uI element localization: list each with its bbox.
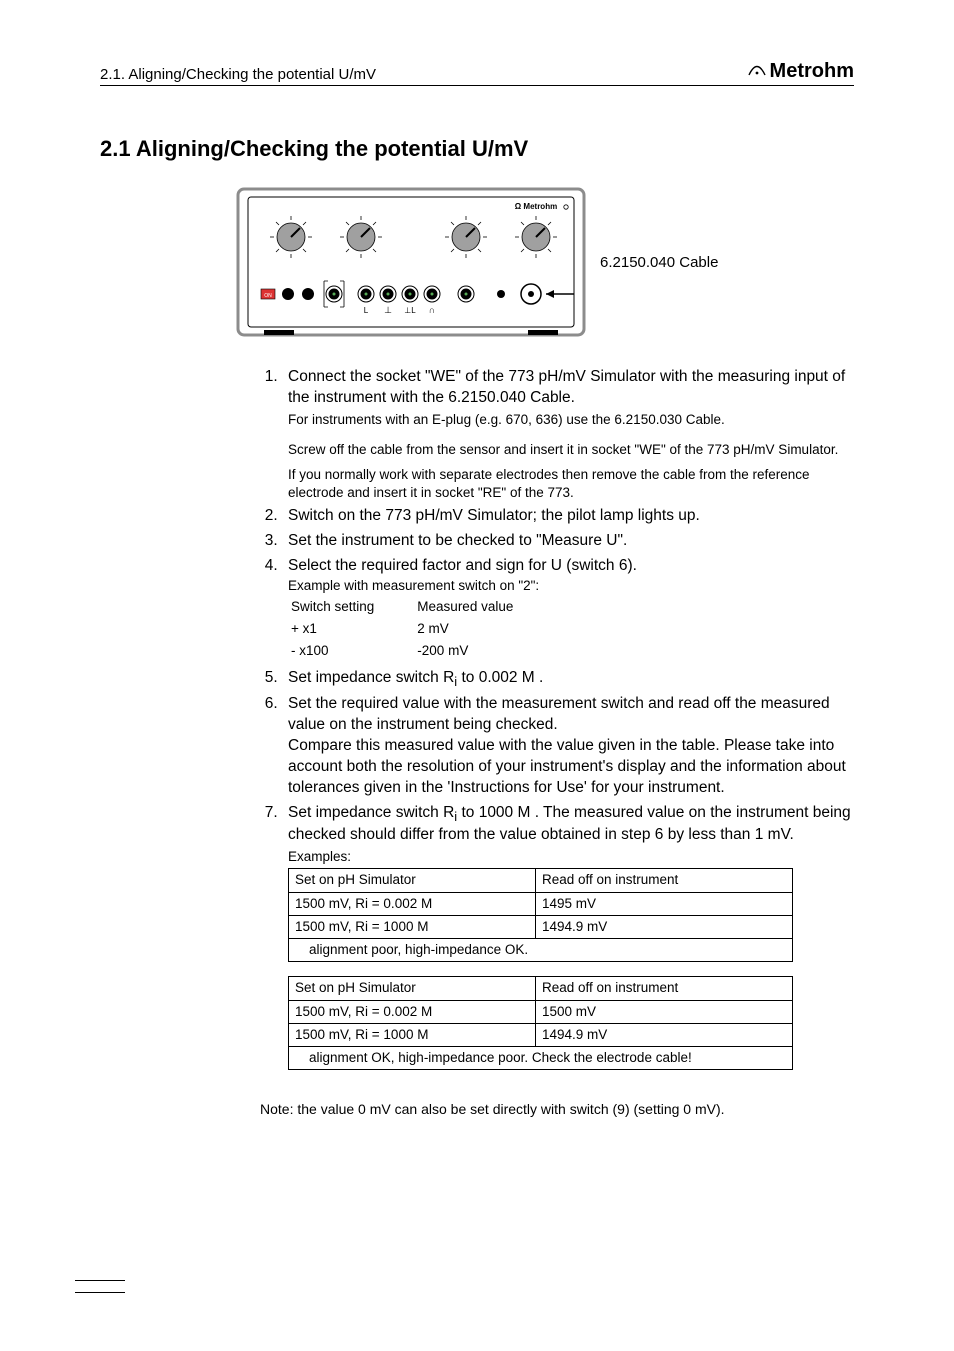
- step-4: Select the required factor and sign for …: [282, 556, 854, 664]
- step-5-b: to 0.002 M .: [457, 669, 543, 686]
- t1-r1c1: 1500 mV, Ri = 0.002 M: [289, 892, 536, 915]
- steps-list: Connect the socket "WE" of the 773 pH/mV…: [260, 367, 854, 1070]
- breadcrumb: 2.1. Aligning/Checking the potential U/m…: [100, 66, 376, 83]
- t2-h2: Read off on instrument: [535, 977, 792, 1000]
- step-3: Set the instrument to be checked to "Mea…: [282, 531, 854, 552]
- step-7: Set impedance switch Ri to 1000 M . The …: [282, 803, 854, 1070]
- page: 2.1. Aligning/Checking the potential U/m…: [0, 0, 954, 1351]
- footer-rule-1: [75, 1280, 125, 1281]
- brand-text: Metrohm: [770, 60, 854, 82]
- cable-label: 6.2150.040 Cable: [600, 254, 718, 271]
- svg-text:Ω Metrohm: Ω Metrohm: [514, 202, 556, 211]
- footnote: Note: the value 0 mV can also be set dir…: [260, 1100, 854, 1119]
- step-6: Set the required value with the measurem…: [282, 694, 854, 799]
- t2-note: alignment OK, high-impedance poor. Check…: [289, 1046, 793, 1069]
- t2-h1: Set on pH Simulator: [289, 977, 536, 1000]
- device-diagram: Ω Metrohm: [100, 187, 854, 337]
- step-2: Switch on the 773 pH/mV Simulator; the p…: [282, 506, 854, 527]
- footer-rule-2: [75, 1292, 125, 1293]
- step-7-a: Set impedance switch R: [288, 804, 454, 821]
- step-1-sub3: If you normally work with separate elect…: [288, 466, 854, 502]
- t2-r1c1: 1500 mV, Ri = 0.002 M: [289, 1000, 536, 1023]
- t1-h1: Set on pH Simulator: [289, 869, 536, 892]
- st-r1c1: + x1: [290, 619, 414, 639]
- t2-r1c2: 1500 mV: [535, 1000, 792, 1023]
- st-r2c1: - x100: [290, 641, 414, 661]
- step-4-switch-table: Switch settingMeasured value + x12 mV - …: [288, 595, 555, 664]
- st-h2: Measured value: [416, 597, 553, 617]
- brand-icon: [746, 62, 768, 83]
- t1-r2c1: 1500 mV, Ri = 1000 M: [289, 915, 536, 938]
- step-1: Connect the socket "WE" of the 773 pH/mV…: [282, 367, 854, 502]
- examples-label: Examples:: [288, 848, 854, 866]
- section-title: 2.1 Aligning/Checking the potential U/mV: [100, 136, 854, 162]
- example-table-1: Set on pH Simulator Read off on instrume…: [288, 868, 793, 962]
- t2-r2c1: 1500 mV, Ri = 1000 M: [289, 1023, 536, 1046]
- step-1-main: Connect the socket "WE" of the 773 pH/mV…: [288, 368, 845, 406]
- t1-r2c2: 1494.9 mV: [535, 915, 792, 938]
- svg-text:⊥: ⊥: [384, 305, 392, 315]
- page-header: 2.1. Aligning/Checking the potential U/m…: [100, 60, 854, 86]
- t1-note: alignment poor, high-impedance OK.: [289, 939, 793, 962]
- step-5: Set impedance switch Ri to 0.002 M .: [282, 668, 854, 691]
- step-1-sub1: For instruments with an E-plug (e.g. 670…: [288, 411, 854, 429]
- content-body: Connect the socket "WE" of the 773 pH/mV…: [260, 367, 854, 1119]
- t1-h2: Read off on instrument: [535, 869, 792, 892]
- st-h1: Switch setting: [290, 597, 414, 617]
- t1-r1c2: 1495 mV: [535, 892, 792, 915]
- step-5-a: Set impedance switch R: [288, 669, 454, 686]
- brand-block: Metrohm: [746, 60, 854, 83]
- svg-text:∩: ∩: [428, 305, 434, 315]
- st-r2c2: -200 mV: [416, 641, 553, 661]
- example-table-2: Set on pH Simulator Read off on instrume…: [288, 976, 793, 1070]
- step-4-main: Select the required factor and sign for …: [288, 557, 637, 574]
- step-1-sub2: Screw off the cable from the sensor and …: [288, 441, 854, 459]
- t2-r2c2: 1494.9 mV: [535, 1023, 792, 1046]
- st-r1c2: 2 mV: [416, 619, 553, 639]
- step-4-example-intro: Example with measurement switch on "2":: [288, 577, 854, 595]
- svg-text:L: L: [363, 306, 368, 315]
- svg-text:ON: ON: [264, 293, 272, 299]
- svg-text:⊥L: ⊥L: [404, 306, 416, 315]
